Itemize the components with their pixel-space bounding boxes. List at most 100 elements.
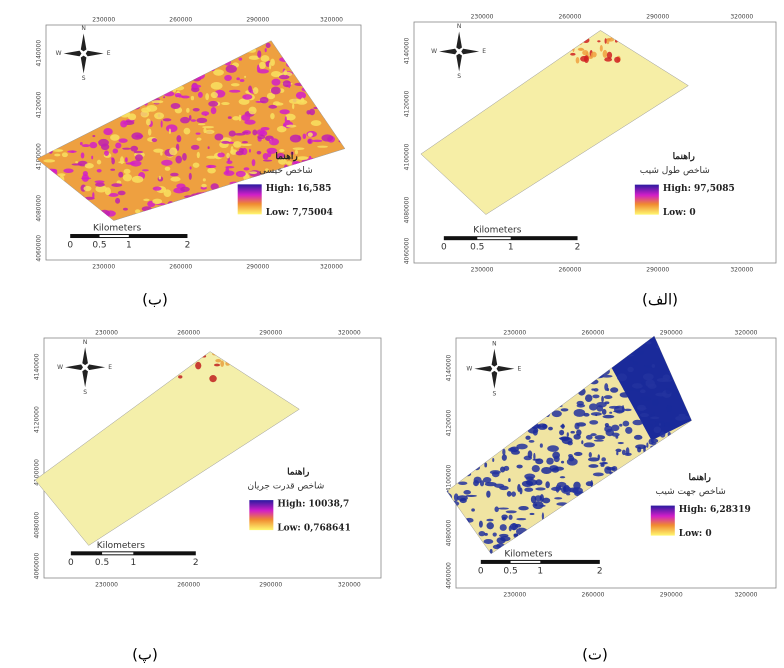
- raster-cell: [164, 166, 171, 171]
- raster-cell: [494, 506, 499, 513]
- raster-cell: [585, 481, 594, 487]
- raster-cell: [506, 491, 512, 497]
- raster-cell: [279, 109, 290, 115]
- raster-cell: [585, 434, 593, 440]
- y-tick-label: 4080000: [404, 196, 411, 223]
- raster-cell: [559, 476, 566, 479]
- raster-cell: [162, 118, 172, 122]
- raster-cell: [283, 70, 288, 76]
- x-tick-label: 290000: [246, 17, 269, 24]
- x-tick-label: 290000: [259, 330, 282, 337]
- raster-cell: [103, 128, 113, 136]
- scale-label: 1: [537, 566, 543, 576]
- raster-cell: [257, 50, 262, 58]
- compass-letter: E: [108, 364, 112, 371]
- raster-cell: [547, 445, 559, 452]
- raster-cell: [220, 360, 225, 367]
- map-panel: 230000 230000 260000 260000 290000 290000 3200…: [404, 14, 777, 274]
- x-tick-label: 260000: [177, 582, 200, 589]
- raster-cell: [252, 129, 258, 136]
- raster-cell: [446, 450, 454, 456]
- raster-cell: [602, 49, 608, 58]
- compass-letter: S: [82, 75, 86, 82]
- scale-label: 2: [597, 566, 603, 576]
- raster-cell: [176, 135, 182, 143]
- raster-cell: [632, 360, 638, 366]
- raster-cell: [658, 422, 661, 426]
- raster-cell: [190, 119, 197, 122]
- raster-cell: [596, 405, 604, 412]
- raster-cell: [228, 130, 236, 137]
- raster-cell: [619, 423, 623, 427]
- raster-cell: [271, 78, 281, 86]
- raster-cell: [599, 45, 603, 52]
- legend-title: راهنما: [673, 151, 695, 162]
- raster-cell: [147, 128, 152, 136]
- raster-cell: [465, 494, 478, 497]
- scale-label: 0.5: [95, 558, 109, 568]
- y-tick-label: 4060000: [404, 237, 411, 264]
- legend-name: شاخص جهت شیب: [656, 487, 726, 497]
- raster-cell: [241, 114, 251, 121]
- raster-cell: [665, 387, 672, 395]
- raster-cell: [651, 364, 655, 368]
- raster-cell: [551, 410, 562, 418]
- raster-cell: [593, 388, 599, 392]
- compass-letter: S: [457, 73, 461, 80]
- raster-cell: [530, 495, 537, 504]
- raster-cell: [196, 151, 200, 159]
- raster-cell: [539, 443, 543, 448]
- raster-cell: [649, 423, 653, 429]
- raster-cell: [238, 98, 250, 105]
- x-tick-label: 230000: [503, 330, 526, 337]
- raster-cell: [489, 549, 493, 554]
- compass-letter: S: [492, 390, 496, 397]
- y-tick-label: 4140000: [446, 354, 453, 381]
- y-tick-label: 4100000: [34, 459, 41, 486]
- raster-cell: [560, 460, 565, 464]
- raster-cell: [575, 57, 580, 64]
- x-tick-label: 320000: [338, 330, 361, 337]
- scale-label: 2: [193, 558, 199, 568]
- raster-cell: [591, 388, 595, 391]
- raster-cell: [143, 198, 150, 202]
- raster-cell: [241, 140, 248, 144]
- raster-cell: [560, 408, 569, 412]
- raster-cell: [662, 379, 673, 382]
- x-tick-label: 320000: [320, 264, 343, 271]
- raster-cell: [608, 405, 620, 409]
- raster-cell: [576, 429, 582, 436]
- raster-cell: [161, 159, 173, 166]
- raster-cell: [606, 467, 616, 471]
- raster-cell: [653, 426, 662, 434]
- y-tick-label: 4100000: [36, 143, 43, 170]
- raster-cell: [669, 417, 673, 421]
- study-area: [34, 351, 300, 546]
- raster-cell: [96, 159, 102, 165]
- raster-cell: [553, 455, 560, 463]
- raster-cell: [131, 175, 144, 183]
- raster-cell: [621, 405, 625, 413]
- raster-cell: [104, 150, 109, 156]
- scale-label: 1: [126, 241, 132, 251]
- raster-cell: [531, 464, 540, 473]
- raster-cell: [595, 414, 598, 417]
- raster-cell: [678, 413, 686, 417]
- raster-cell: [482, 476, 492, 484]
- raster-cell: [189, 166, 192, 170]
- raster-cell: [642, 373, 654, 381]
- raster-cell: [204, 129, 215, 134]
- raster-cell: [589, 420, 599, 425]
- x-tick-label: 230000: [92, 17, 115, 24]
- x-tick-label: 260000: [558, 14, 581, 21]
- raster-cell: [625, 447, 630, 455]
- raster-cell: [463, 490, 471, 495]
- raster-cell: [606, 39, 610, 45]
- compass-letter: N: [492, 340, 497, 347]
- raster-cell: [593, 439, 604, 442]
- raster-cell: [251, 159, 256, 167]
- raster-cell: [516, 464, 523, 469]
- raster-cell: [197, 91, 203, 98]
- legend-title: راهنما: [275, 151, 297, 162]
- raster-cell: [453, 493, 459, 502]
